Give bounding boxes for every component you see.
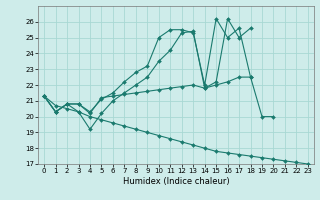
X-axis label: Humidex (Indice chaleur): Humidex (Indice chaleur) (123, 177, 229, 186)
